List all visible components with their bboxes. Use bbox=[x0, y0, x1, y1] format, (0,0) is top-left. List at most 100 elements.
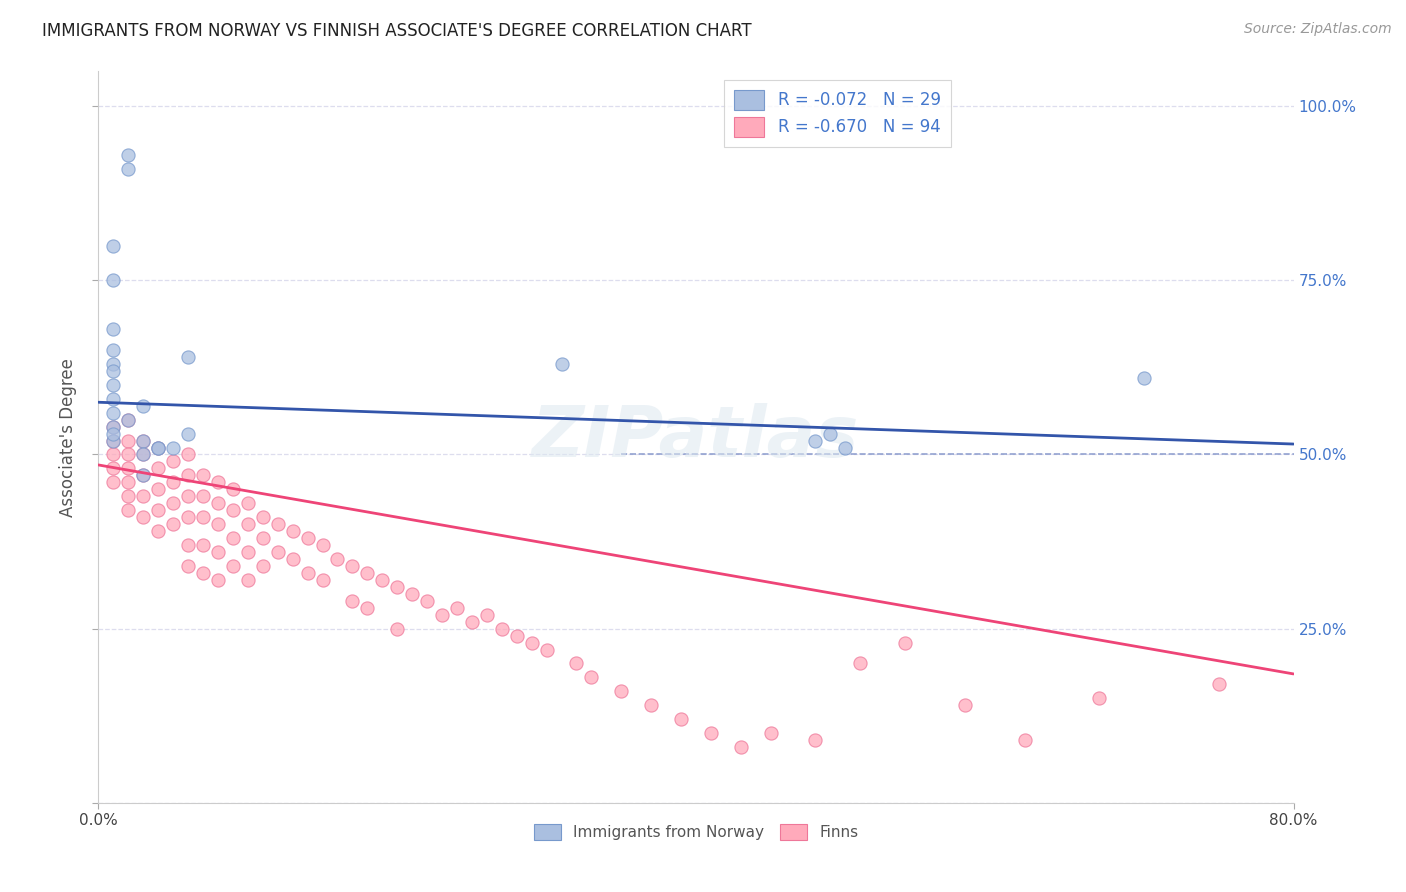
Point bbox=[207, 545, 229, 559]
Point bbox=[520, 635, 543, 649]
Point bbox=[461, 615, 484, 629]
Point bbox=[385, 622, 409, 636]
Point bbox=[177, 538, 200, 552]
Point bbox=[820, 426, 842, 441]
Point bbox=[207, 573, 229, 587]
Point bbox=[834, 441, 856, 455]
Point bbox=[117, 412, 139, 426]
Point bbox=[177, 558, 200, 573]
Point bbox=[177, 448, 200, 462]
Point bbox=[236, 573, 259, 587]
Point bbox=[297, 531, 319, 545]
Legend: Immigrants from Norway, Finns: Immigrants from Norway, Finns bbox=[527, 818, 865, 847]
Point bbox=[1133, 371, 1156, 385]
Point bbox=[550, 357, 572, 371]
Point bbox=[1208, 677, 1230, 691]
Point bbox=[669, 712, 692, 726]
Point bbox=[297, 566, 319, 580]
Point bbox=[342, 558, 364, 573]
Point bbox=[222, 531, 245, 545]
Point bbox=[103, 377, 125, 392]
Point bbox=[103, 448, 125, 462]
Point bbox=[103, 322, 125, 336]
Point bbox=[132, 434, 155, 448]
Point bbox=[849, 657, 872, 671]
Point bbox=[177, 350, 200, 364]
Point bbox=[117, 475, 139, 490]
Point bbox=[117, 448, 139, 462]
Point bbox=[117, 148, 139, 162]
Point bbox=[953, 698, 976, 713]
Point bbox=[162, 454, 184, 468]
Point bbox=[103, 406, 125, 420]
Point bbox=[894, 635, 917, 649]
Point bbox=[132, 489, 155, 503]
Point bbox=[475, 607, 498, 622]
Point bbox=[1014, 733, 1036, 747]
Point bbox=[103, 426, 125, 441]
Point bbox=[491, 622, 513, 636]
Text: Source: ZipAtlas.com: Source: ZipAtlas.com bbox=[1244, 22, 1392, 37]
Point bbox=[117, 412, 139, 426]
Point bbox=[103, 273, 125, 287]
Point bbox=[148, 441, 170, 455]
Point bbox=[640, 698, 662, 713]
Point bbox=[148, 483, 170, 497]
Point bbox=[177, 468, 200, 483]
Point bbox=[267, 545, 290, 559]
Point bbox=[103, 434, 125, 448]
Point bbox=[148, 503, 170, 517]
Point bbox=[416, 594, 439, 608]
Point bbox=[191, 538, 214, 552]
Point bbox=[132, 468, 155, 483]
Point bbox=[207, 475, 229, 490]
Point bbox=[267, 517, 290, 532]
Point bbox=[162, 496, 184, 510]
Point bbox=[132, 434, 155, 448]
Point bbox=[177, 426, 200, 441]
Point bbox=[252, 510, 274, 524]
Point bbox=[148, 441, 170, 455]
Point bbox=[311, 573, 333, 587]
Point bbox=[103, 343, 125, 357]
Point bbox=[117, 434, 139, 448]
Point bbox=[371, 573, 394, 587]
Point bbox=[281, 524, 304, 538]
Point bbox=[162, 517, 184, 532]
Point bbox=[1088, 691, 1111, 706]
Point bbox=[730, 740, 752, 755]
Point bbox=[446, 600, 468, 615]
Point bbox=[326, 552, 349, 566]
Point bbox=[236, 545, 259, 559]
Point bbox=[385, 580, 409, 594]
Point bbox=[222, 503, 245, 517]
Point bbox=[177, 489, 200, 503]
Point bbox=[103, 357, 125, 371]
Point bbox=[117, 461, 139, 475]
Point bbox=[148, 441, 170, 455]
Point bbox=[342, 594, 364, 608]
Point bbox=[804, 733, 827, 747]
Point bbox=[401, 587, 423, 601]
Point bbox=[236, 496, 259, 510]
Point bbox=[103, 238, 125, 252]
Point bbox=[162, 441, 184, 455]
Point bbox=[191, 489, 214, 503]
Point bbox=[103, 419, 125, 434]
Point bbox=[252, 531, 274, 545]
Point bbox=[222, 483, 245, 497]
Point bbox=[103, 364, 125, 378]
Point bbox=[700, 726, 723, 740]
Point bbox=[207, 496, 229, 510]
Point bbox=[506, 629, 529, 643]
Point bbox=[103, 419, 125, 434]
Point bbox=[103, 461, 125, 475]
Point bbox=[236, 517, 259, 532]
Point bbox=[117, 489, 139, 503]
Point bbox=[132, 468, 155, 483]
Point bbox=[804, 434, 827, 448]
Point bbox=[103, 434, 125, 448]
Point bbox=[207, 517, 229, 532]
Point bbox=[191, 468, 214, 483]
Point bbox=[132, 448, 155, 462]
